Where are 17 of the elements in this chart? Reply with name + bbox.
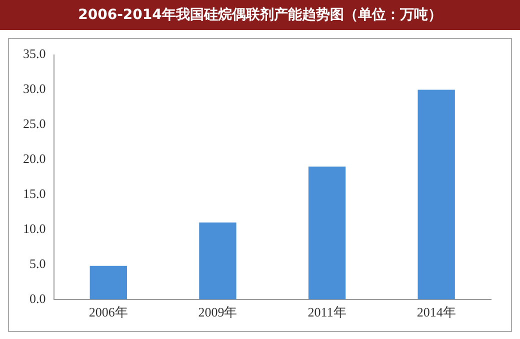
y-tick-label: 5.0 [30,256,46,271]
y-tick-label: 10.0 [23,220,46,236]
x-tick-label: 2011年 [308,304,346,320]
y-tick-label: 35.0 [23,46,46,62]
y-tick-label: 25.0 [23,116,46,132]
y-tick-label: 20.0 [23,151,46,166]
x-tick-label: 2006年 [88,304,128,320]
x-tick-label: 2014年 [416,304,456,320]
bar [308,166,346,300]
bar [199,222,236,300]
y-tick-label: 15.0 [23,186,46,201]
chart-title: 2006-2014年我国硅烷偶联剂产能趋势图（单位：万吨） [0,0,520,30]
bar [418,90,455,300]
bar [90,266,127,300]
y-tick-label: 0.0 [30,290,46,306]
x-tick-label: 2009年 [198,304,238,320]
y-tick-label: 30.0 [23,81,46,96]
